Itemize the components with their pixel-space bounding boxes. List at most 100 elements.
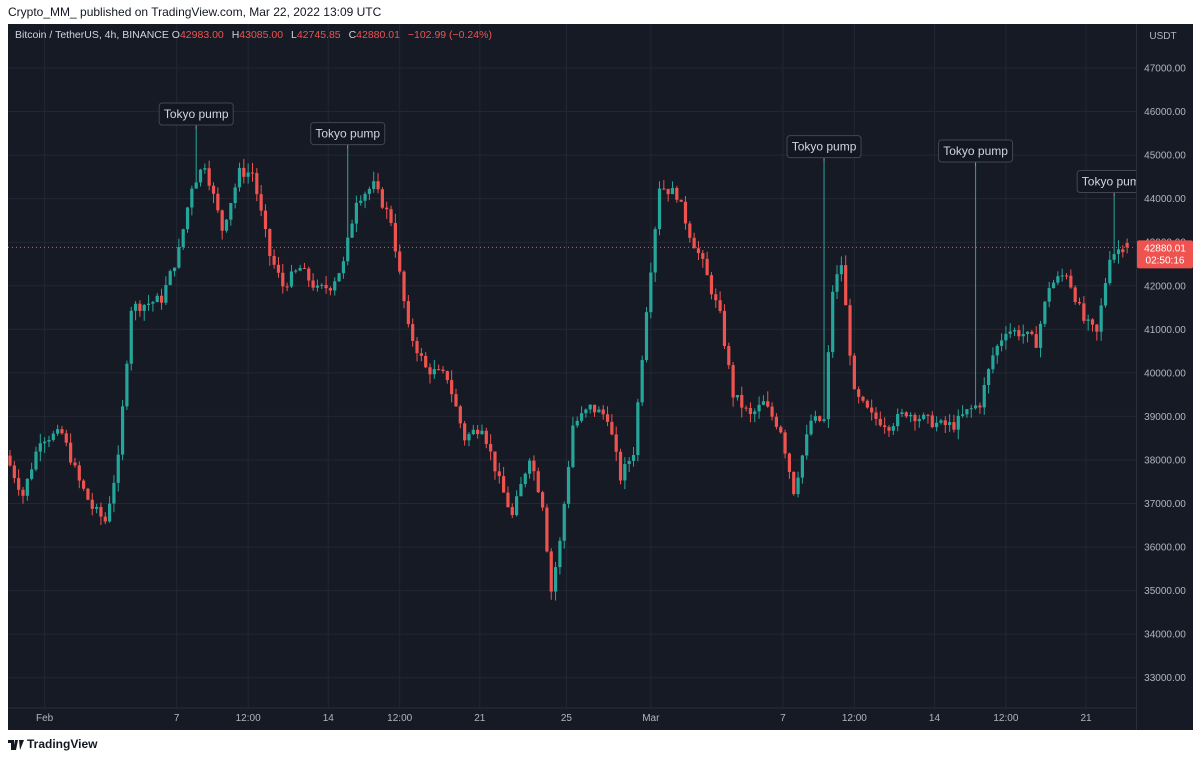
price-tick-label: 46000.00 (1144, 107, 1186, 118)
candle-body (1073, 287, 1077, 302)
annotation-box (310, 122, 386, 146)
candle-body (683, 201, 688, 224)
chart-pane[interactable]: Tokyo pump Tokyo pump Tokyo pump Tokyo pump… (8, 24, 1152, 730)
candle-body (168, 271, 172, 286)
publisher-text: Crypto_MM_ published on TradingView.com,… (8, 5, 382, 19)
candle-body (640, 360, 644, 403)
candle-body (198, 169, 203, 183)
candle-body (467, 434, 471, 441)
candle-body (766, 401, 770, 407)
candle-body (999, 340, 1004, 346)
price-scale[interactable]: USDT 33000.00 34000.00 35000.00 36000.00 370… (1136, 24, 1193, 730)
annotation-label: Tokyo pump (1082, 174, 1136, 188)
candle-body (891, 426, 895, 431)
price-axis[interactable]: USDT 33000.00 34000.00 35000.00 36000.00 370… (1137, 24, 1193, 730)
low-value: 42745.85 (296, 29, 341, 41)
candle-body (1095, 324, 1099, 332)
candle-body (809, 420, 813, 435)
symbol-name: Bitcoin / TetherUS, 4h, BINANCE (15, 29, 169, 41)
annotation-label: Tokyo pump (164, 107, 229, 121)
candle-body (450, 380, 454, 395)
candle-body (571, 425, 575, 468)
candle-body (558, 540, 562, 568)
candle-body (562, 503, 566, 541)
candle-body (1077, 301, 1082, 304)
candle-body (852, 355, 856, 390)
price-tick-label: 34000.00 (1144, 630, 1186, 641)
candle-body (688, 223, 692, 238)
time-tick-label: Feb (36, 713, 54, 724)
high-value: 43085.00 (239, 29, 284, 41)
candle-body (207, 168, 211, 186)
candle-body (437, 369, 441, 371)
annotation-label: Tokyo pump (943, 144, 1008, 158)
candle-body (398, 251, 402, 272)
open-value: 42983.00 (179, 29, 224, 41)
candle-body (679, 199, 683, 202)
candle-body (476, 429, 480, 435)
candle-body (1103, 283, 1108, 306)
candle-body (1069, 275, 1073, 288)
open-label: O (171, 29, 180, 41)
candle-body (220, 210, 224, 231)
candle-body (540, 492, 545, 508)
candle-body (870, 407, 874, 413)
candle-body (644, 312, 649, 361)
candle-body (12, 465, 16, 479)
candle-body (393, 222, 397, 252)
candle-body (441, 369, 445, 372)
last-price-value: 42880.01 (1144, 243, 1186, 254)
candle-body (307, 268, 311, 281)
candle-body (1051, 282, 1056, 289)
change-value: −102.99 (−0.24%) (407, 29, 492, 41)
candle-body (354, 202, 358, 224)
candle-body (783, 432, 787, 454)
candle-body (545, 507, 549, 552)
candle-body (415, 340, 419, 354)
candle-body (60, 429, 64, 434)
candle-body (99, 507, 103, 517)
candle-body (47, 439, 51, 442)
candle-body (454, 394, 458, 407)
candle-body (1030, 331, 1034, 335)
candle-body (1112, 254, 1116, 260)
candlestick-chart[interactable]: Tokyo pump Tokyo pump Tokyo pump Tokyo pump… (8, 24, 1152, 730)
candle-body (502, 476, 506, 493)
candle-body (95, 507, 99, 509)
candle-body (380, 189, 384, 208)
time-tick-label: 25 (561, 713, 573, 724)
candle-body (696, 248, 701, 254)
candle-body (757, 404, 761, 412)
candle-body (272, 255, 276, 265)
time-tick-label: 12:00 (993, 713, 1018, 724)
candle-body (428, 367, 432, 375)
candle-body (194, 182, 198, 189)
price-tick-label: 37000.00 (1144, 499, 1186, 510)
candle-body (328, 288, 333, 291)
candle-body (120, 406, 125, 455)
annotation-box (938, 139, 1014, 163)
candle-body (133, 303, 138, 311)
candle-body (237, 167, 242, 188)
candle-body (956, 415, 960, 430)
candle-body (796, 477, 800, 495)
candle-body (735, 394, 740, 398)
candle-body (21, 489, 25, 496)
candle-body (38, 443, 42, 452)
tradingview-logo[interactable]: TradingView (8, 737, 97, 751)
candle-body (363, 193, 367, 201)
time-tick-label: 7 (174, 713, 180, 724)
candle-body (579, 413, 584, 421)
candle-body (627, 460, 631, 465)
candle-body (969, 408, 973, 410)
candle-body (991, 355, 995, 370)
candle-body (359, 200, 363, 203)
candle-body (883, 425, 887, 428)
candle-body (1056, 276, 1060, 283)
candle-body (493, 451, 497, 472)
candle-body (770, 406, 774, 417)
candle-body (311, 280, 315, 288)
candle-body (705, 258, 709, 276)
candle-body (943, 420, 947, 425)
candle-body (528, 460, 532, 474)
